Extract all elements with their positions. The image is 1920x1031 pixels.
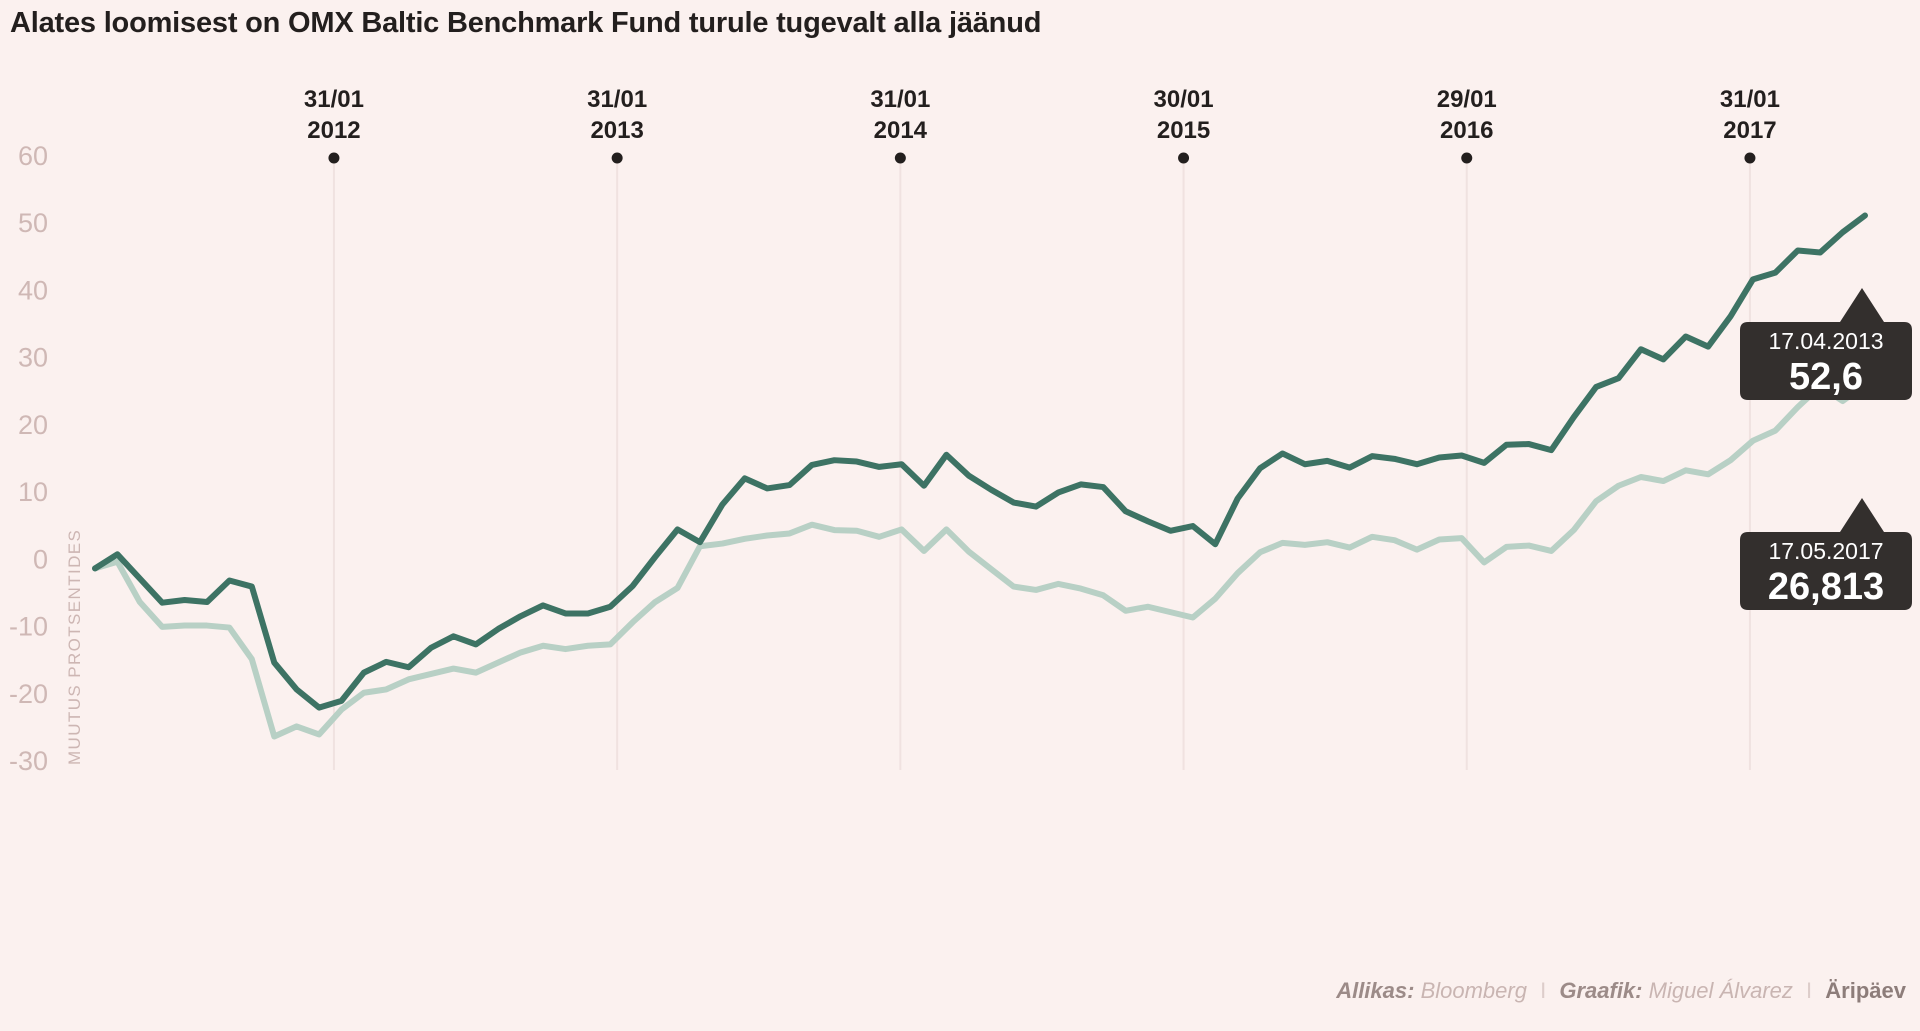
gridline-top-dot [1461, 152, 1473, 164]
series-line [92, 381, 1868, 740]
y-tick-label: -10 [9, 612, 48, 642]
tooltip-value: 52,6 [1789, 356, 1863, 398]
x-tick-day: 31/01 [870, 86, 930, 113]
gridline-top-dot [328, 152, 340, 164]
series-line [92, 212, 1868, 711]
tooltip-value: 26,813 [1768, 566, 1884, 608]
source-label: Allikas: [1336, 978, 1415, 1003]
tooltip-box [1740, 498, 1912, 610]
y-tick-label: 60 [18, 141, 48, 171]
y-tick-label: -20 [9, 679, 48, 709]
tooltip-date: 17.05.2017 [1768, 538, 1883, 564]
gridline-top-dot [1178, 152, 1190, 164]
x-tick-year: 2016 [1440, 117, 1493, 144]
x-tick-day: 31/01 [304, 86, 364, 113]
x-axis-tick-labels: 31/01 2012 31/01 2013 31/01 2014 30/01 2015 29/0… [304, 86, 1780, 144]
x-tick-year: 2014 [874, 117, 928, 144]
y-tick-label: 20 [18, 410, 48, 440]
gridlines-group [328, 152, 1756, 770]
gridline-top-dot [894, 152, 906, 164]
series-lines-group [92, 212, 1868, 740]
graphic-value: Miguel Álvarez [1648, 978, 1793, 1003]
footer-credits: Allikas: Bloomberg I Graafik: Miguel Álv… [1336, 978, 1906, 1004]
gridline-top-dot [1744, 152, 1756, 164]
y-axis-tick-labels: 60 50 40 30 20 10 0 -10 -20 -30 [9, 141, 48, 776]
tooltip-box [1740, 288, 1912, 400]
y-tick-label: 40 [18, 275, 48, 305]
brand-logo: Äripäev [1825, 978, 1906, 1003]
y-axis-title: MUUTUS PROTSENTIDES [65, 529, 84, 765]
page-title: Alates loomisest on OMX Baltic Benchmark… [10, 7, 1042, 39]
graphic-label: Graafik: [1559, 978, 1643, 1003]
footer-separator-1: I [1540, 978, 1547, 1003]
source-value: Bloomberg [1420, 978, 1527, 1003]
x-tick-year: 2013 [590, 117, 643, 144]
x-tick-year: 2012 [307, 117, 360, 144]
y-tick-label: 30 [18, 343, 48, 373]
x-tick-day: 31/01 [1720, 86, 1780, 113]
x-tick-year: 2015 [1157, 117, 1210, 144]
y-tick-label: -30 [9, 746, 48, 776]
y-tick-label: 10 [18, 477, 48, 507]
footer-separator-2: I [1806, 978, 1813, 1003]
x-tick-day: 30/01 [1154, 86, 1214, 113]
y-tick-label: 50 [18, 208, 48, 238]
tooltip-date: 17.04.2013 [1768, 328, 1883, 354]
gridline-top-dot [611, 152, 623, 164]
y-tick-label: 0 [33, 544, 48, 574]
x-tick-year: 2017 [1723, 117, 1776, 144]
x-tick-day: 31/01 [587, 86, 647, 113]
x-tick-day: 29/01 [1437, 86, 1497, 113]
